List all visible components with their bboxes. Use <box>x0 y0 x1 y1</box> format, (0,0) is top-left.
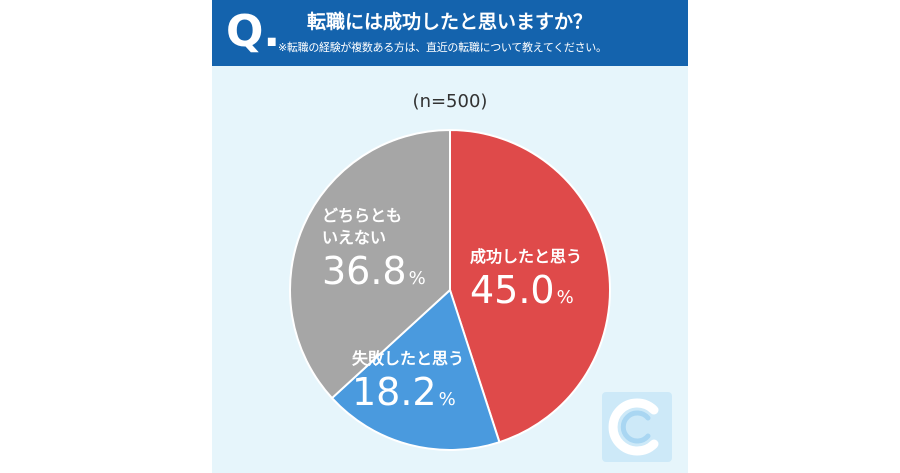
pie-label-neither-name-1: どちらとも <box>322 206 403 225</box>
pie-label-failure: 失敗したと思う 18.2% <box>352 348 464 422</box>
pie-label-success-value: 45.0% <box>470 268 574 312</box>
sample-size-label: (n=500) <box>412 91 488 112</box>
pie-slice-failure <box>330 288 501 451</box>
pie-label-success: 成功したと思う 45.0% <box>470 246 582 320</box>
pie-label-neither-value: 36.8% <box>322 249 426 293</box>
pie-label-neither-name-2: いえない <box>322 228 387 247</box>
question-title: 転職には成功したと思いますか？ <box>307 11 593 33</box>
pie-chart <box>289 128 611 451</box>
pie-slice-success <box>449 128 611 444</box>
pie-label-success-name: 成功したと思う <box>470 247 583 266</box>
question-mark: Q. <box>226 6 281 57</box>
pie-slice-neither <box>289 128 451 400</box>
c-logo-icon <box>602 392 672 462</box>
question-note: ※転職の経験が複数ある方は、直近の転職について教えてください。 <box>278 41 607 54</box>
pie-label-failure-name: 失敗したと思う <box>352 349 465 368</box>
chart-card: Q. 転職には成功したと思いますか？ ※転職の経験が複数ある方は、直近の転職につ… <box>212 0 688 473</box>
question-header: Q. 転職には成功したと思いますか？ ※転職の経験が複数ある方は、直近の転職につ… <box>212 0 688 66</box>
pie-label-neither: どちらとも いえない 36.8% <box>322 205 426 301</box>
pie-label-failure-value: 18.2% <box>352 370 456 414</box>
